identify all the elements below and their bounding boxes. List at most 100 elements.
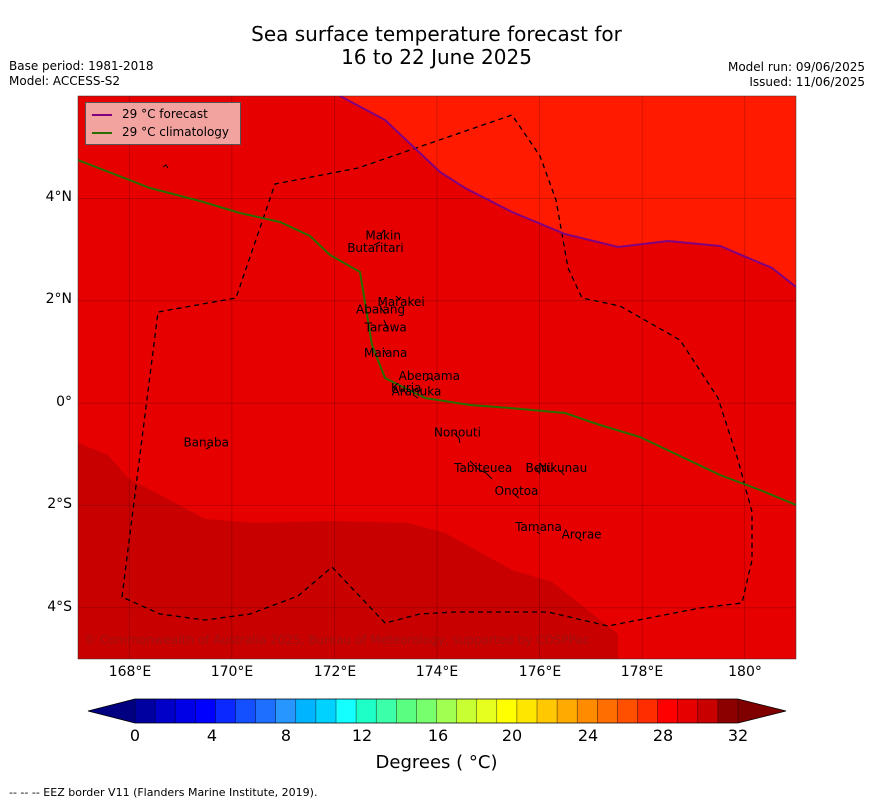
model-name: Model: ACCESS-S2 xyxy=(9,74,121,88)
legend-climatology-swatch xyxy=(92,131,112,134)
place-label: Tarawa xyxy=(364,320,407,334)
colorbar-swatch xyxy=(577,699,598,723)
colorbar-swatch xyxy=(617,699,638,723)
island-shape xyxy=(412,394,419,399)
place-label: Makin xyxy=(365,228,401,242)
island-shape xyxy=(453,432,461,444)
island-shape xyxy=(205,446,211,450)
colorbar-swatch xyxy=(416,699,437,723)
colorbar-swatch xyxy=(677,699,699,723)
colorbar-swatch xyxy=(215,699,236,723)
legend-climatology-label: 29 °C climatology xyxy=(122,125,230,139)
colorbar-swatch xyxy=(537,699,558,723)
grid-lines xyxy=(78,96,796,659)
x-tick-label: 168°E xyxy=(108,664,152,680)
colorbar-title: Degrees ( °C) xyxy=(375,752,498,773)
copyright-text: © Commonwealth of Australia 2025, Bureau… xyxy=(84,633,589,647)
x-tick-label: 170°E xyxy=(210,664,254,680)
island-shape xyxy=(559,469,565,476)
colorbar-swatch xyxy=(476,699,498,723)
island-shape xyxy=(383,349,388,356)
colorbar-max-arrow xyxy=(738,699,786,723)
colorbar-outline xyxy=(87,698,787,724)
colorbar-swatch xyxy=(175,699,196,723)
y-tick-label: 4°S xyxy=(47,599,72,615)
colorbar-swatch xyxy=(376,699,397,723)
place-label: Arorae xyxy=(562,528,602,542)
y-tick-label: 0° xyxy=(56,394,72,410)
forecast-29c-line xyxy=(339,96,796,288)
colorbar-swatch xyxy=(456,699,478,723)
legend-forecast-label: 29 °C forecast xyxy=(122,107,208,121)
colorbar-swatch xyxy=(557,699,578,723)
colorbar-tick-label: 28 xyxy=(652,726,674,745)
y-tick-label: 2°S xyxy=(47,496,72,512)
eez-border xyxy=(121,114,753,627)
colorbar-tick-label: 4 xyxy=(206,726,218,745)
colorbar-swatch xyxy=(697,699,719,723)
colorbar-swatch xyxy=(516,699,538,723)
place-label: Nikunau xyxy=(538,461,587,475)
region-below-temperature xyxy=(78,443,618,659)
place-label: Marakei xyxy=(377,295,424,309)
map-frame xyxy=(77,95,797,660)
colorbar-tick-label: 12 xyxy=(351,726,373,745)
issued-date: Issued: 11/06/2025 xyxy=(749,75,865,89)
place-label: Nonouti xyxy=(434,425,481,439)
colorbar-tick-label: 20 xyxy=(501,726,523,745)
colorbar-swatch xyxy=(496,699,518,723)
place-label: Butaritari xyxy=(347,241,404,255)
place-label: Abaiang xyxy=(356,303,405,317)
place-label: Beru xyxy=(525,461,553,475)
island-shape xyxy=(424,377,435,382)
footer-note: -- -- -- EEZ border V11 (Flanders Marine… xyxy=(9,786,318,799)
colorbar-tick-label: 8 xyxy=(280,726,292,745)
x-tick-label: 176°E xyxy=(518,664,562,680)
colorbar-tick-label: 24 xyxy=(577,726,599,745)
place-label: Abemama xyxy=(399,369,460,383)
region-mid-temperature xyxy=(78,96,796,659)
colorbar-swatch xyxy=(436,699,458,723)
island-shape xyxy=(162,164,169,169)
x-tick-label: 178°E xyxy=(620,664,664,680)
colorbar-swatch xyxy=(396,699,417,723)
meta-right: Model run: 09/06/2025 Issued: 11/06/2025 xyxy=(728,60,865,90)
legend-forecast-swatch xyxy=(92,113,112,116)
map-legend: 29 °C forecast 29 °C climatology xyxy=(85,102,241,145)
legend-forecast: 29 °C forecast xyxy=(92,106,208,122)
legend-climatology: 29 °C climatology xyxy=(92,124,229,140)
colorbar-swatch xyxy=(336,699,357,723)
x-tick-label: 174°E xyxy=(415,664,459,680)
island-shape xyxy=(373,241,381,246)
colorbar-swatch xyxy=(356,699,377,723)
colorbar-swatch xyxy=(155,699,176,723)
island-shape xyxy=(469,460,493,480)
place-label: Aranuka xyxy=(392,384,442,398)
colorbar-swatch xyxy=(255,699,277,723)
place-label: Tabiteuea xyxy=(453,461,512,475)
y-tick-label: 4°N xyxy=(45,189,72,205)
colorbar-swatch xyxy=(275,699,297,723)
place-label: Kuria xyxy=(391,381,422,395)
colorbar-swatch xyxy=(657,699,679,723)
colorbar-swatch xyxy=(597,699,618,723)
island-shape xyxy=(577,537,583,542)
base-period: Base period: 1981-2018 xyxy=(9,59,154,73)
colorbar xyxy=(87,698,787,724)
island-shape xyxy=(402,389,408,395)
island-shape xyxy=(395,295,402,300)
island-shape xyxy=(536,531,541,535)
place-label: Tamana xyxy=(514,520,562,534)
colorbar-swatch xyxy=(315,699,337,723)
meta-left: Base period: 1981-2018 Model: ACCESS-S2 xyxy=(9,59,154,89)
x-tick-label: 172°E xyxy=(313,664,357,680)
island-shape xyxy=(535,467,541,475)
y-tick-label: 2°N xyxy=(45,291,72,307)
colorbar-swatch xyxy=(235,699,257,723)
place-label: Maiana xyxy=(364,346,407,360)
title-line-1: Sea surface temperature forecast for xyxy=(251,22,622,46)
colorbar-tick-label: 32 xyxy=(727,726,749,745)
